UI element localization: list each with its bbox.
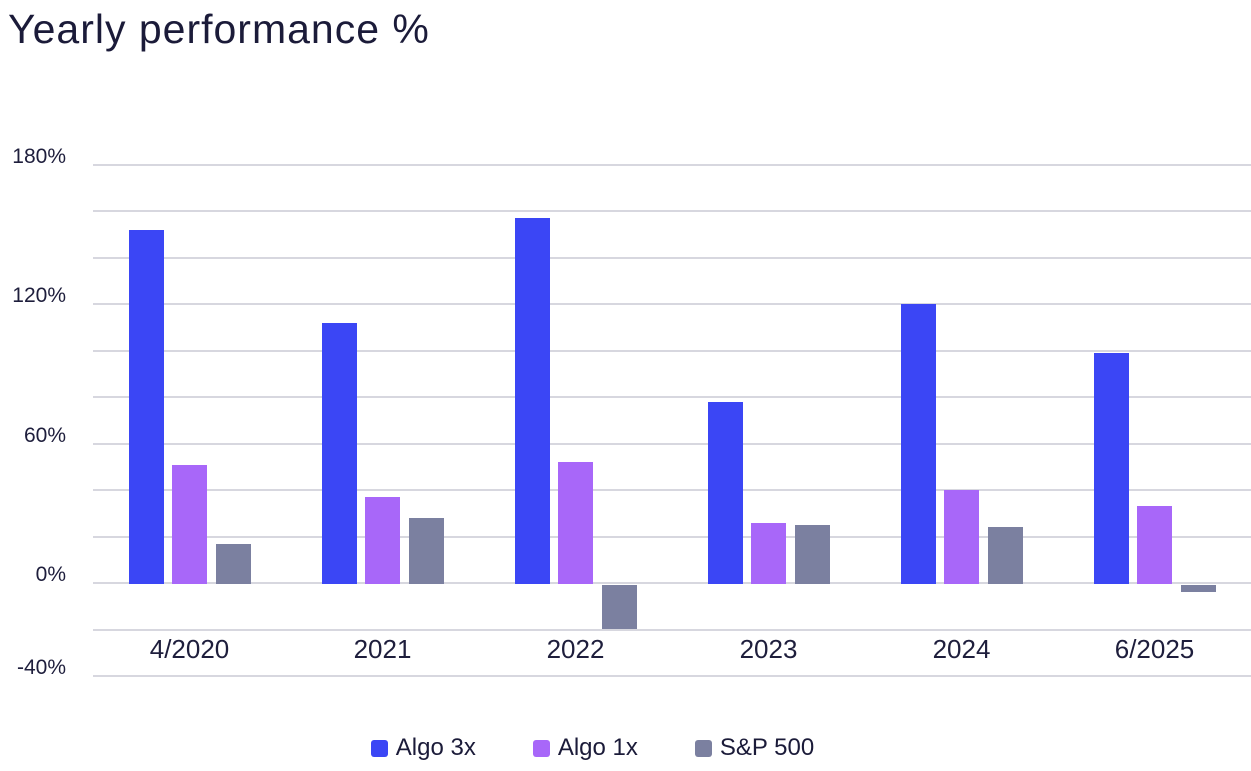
- chart-title: Yearly performance %: [8, 6, 430, 52]
- legend-label: S&P 500: [719, 734, 815, 761]
- bar-algo-1x-2021: [365, 497, 400, 585]
- bar-s-p-500-2021: [408, 518, 444, 585]
- bar-s-p-500-2022: [601, 585, 637, 630]
- bar-s-p-500-4-2020: [215, 543, 251, 585]
- bar-s-p-500-6-2025: [1180, 585, 1216, 593]
- gridline-20: [93, 535, 1251, 538]
- legend-label: Algo 1x: [557, 734, 638, 761]
- gridline-40: [93, 489, 1251, 492]
- gridline-160: [93, 210, 1251, 213]
- legend-label: Algo 3x: [395, 734, 476, 761]
- y-axis-label--40%: -40%: [16, 656, 66, 679]
- legend-item-algo-3x: Algo 3x: [370, 734, 476, 761]
- y-axis-label-120%: 120%: [12, 284, 66, 308]
- bar-algo-3x-6-2025: [1093, 353, 1129, 585]
- bar-s-p-500-2023: [794, 525, 830, 585]
- gridline-80: [93, 396, 1251, 399]
- x-axis-label-6-2025: 6/2025: [1114, 634, 1195, 664]
- gridline-60: [93, 442, 1251, 445]
- bar-algo-1x-2024: [944, 490, 979, 585]
- x-axis-label-2021: 2021: [353, 634, 412, 664]
- gridline-120: [93, 303, 1251, 306]
- bar-algo-3x-2023: [707, 401, 743, 585]
- bar-algo-1x-2022: [558, 462, 593, 585]
- legend-swatch-icon: [370, 739, 388, 757]
- bar-algo-3x-4-2020: [128, 230, 164, 585]
- y-axis-label-0%: 0%: [35, 563, 66, 587]
- legend-item-s-p-500: S&P 500: [694, 734, 815, 761]
- y-axis-label-60%: 60%: [23, 423, 66, 447]
- bar-algo-3x-2021: [321, 322, 357, 585]
- gridline-180: [93, 164, 1251, 166]
- bar-algo-1x-2023: [751, 522, 786, 585]
- legend: Algo 3x Algo 1x S&P 500: [0, 735, 1218, 761]
- x-axis-label-2022: 2022: [546, 634, 605, 664]
- bar-algo-1x-4-2020: [172, 464, 207, 585]
- bar-algo-3x-2024: [900, 304, 936, 585]
- gridline--40: [93, 675, 1251, 677]
- gridline-140: [93, 256, 1251, 259]
- x-axis-label-2024: 2024: [932, 634, 991, 664]
- legend-swatch-icon: [694, 739, 712, 757]
- legend-item-algo-1x: Algo 1x: [532, 734, 638, 761]
- gridline-100: [93, 349, 1251, 352]
- legend-swatch-icon: [532, 739, 550, 757]
- gridline-0: [93, 582, 1251, 585]
- x-axis-label-4-2020: 4/2020: [149, 634, 230, 664]
- y-axis-label-180%: 180%: [12, 145, 66, 168]
- bar-algo-3x-2022: [514, 218, 550, 585]
- bar-s-p-500-2024: [987, 527, 1023, 585]
- x-axis-label-2023: 2023: [739, 634, 798, 664]
- bar-algo-1x-6-2025: [1137, 506, 1172, 585]
- gridline--20: [93, 628, 1251, 631]
